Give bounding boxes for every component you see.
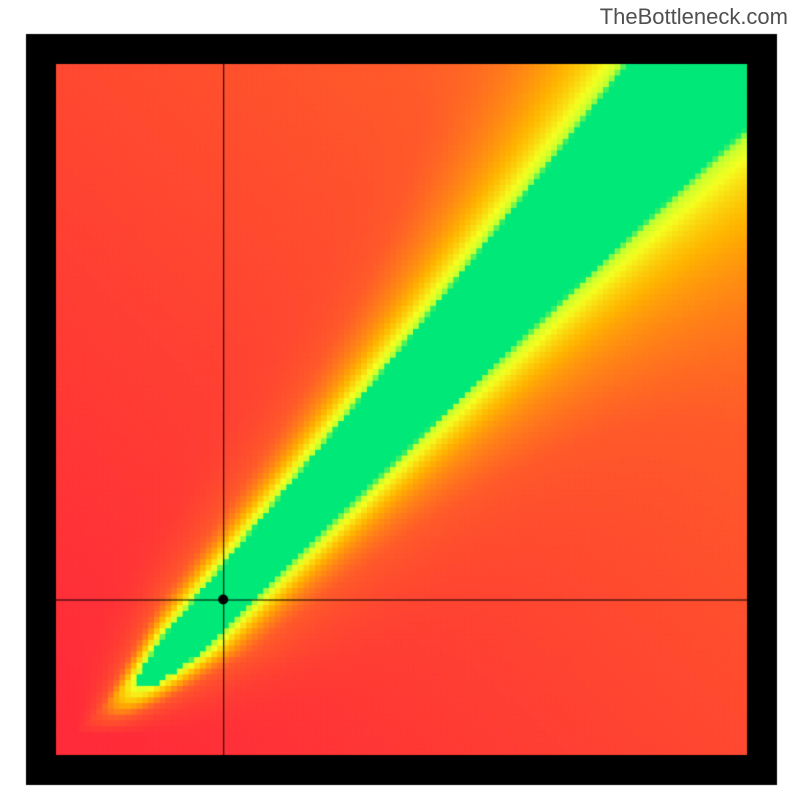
bottleneck-heatmap (0, 0, 800, 800)
watermark-text: TheBottleneck.com (600, 4, 788, 30)
chart-container: TheBottleneck.com (0, 0, 800, 800)
